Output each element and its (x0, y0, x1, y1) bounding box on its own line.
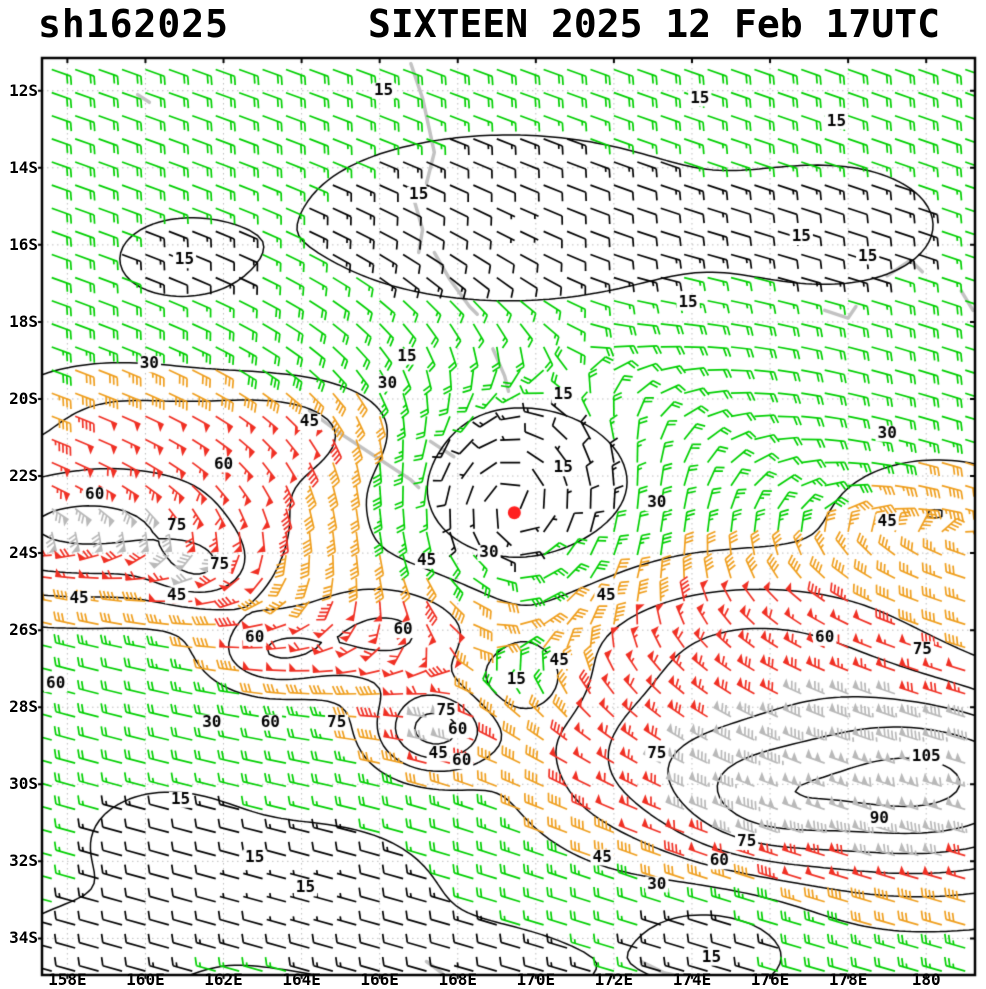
storm-id-label: sh162025 (38, 2, 230, 46)
x-tick-label: 174E (672, 970, 712, 989)
y-tick-label: 16S (9, 234, 38, 254)
y-tick-label: 34S (9, 928, 38, 948)
chart-title: SIXTEEN 2025 12 Feb 17UTC (368, 2, 940, 46)
x-tick-label: 166E (360, 970, 399, 989)
x-tick-label: 164E (282, 970, 321, 989)
y-tick-label: 20S (9, 388, 38, 408)
x-tick-label: 172E (594, 970, 634, 989)
title-bar: sh162025 SIXTEEN 2025 12 Feb 17UTC (0, 0, 986, 54)
x-tick-label: 180 (911, 970, 941, 989)
x-tick-label: 168E (438, 970, 478, 989)
x-tick-label: 158E (48, 970, 87, 989)
y-tick-label: 14S (9, 157, 38, 177)
x-tick-label: 170E (516, 970, 556, 989)
y-tick-label: 30S (9, 774, 38, 794)
x-tick-label: 162E (204, 970, 243, 989)
x-tick-label: 160E (126, 970, 165, 989)
y-tick-label: 26S (9, 620, 38, 640)
y-tick-label: 18S (9, 311, 38, 331)
x-tick-label: 178E (828, 970, 868, 989)
y-tick-label: 32S (9, 851, 38, 871)
y-tick-label: 28S (9, 697, 38, 717)
y-tick-label: 24S (9, 543, 38, 563)
y-tick-label: 12S (9, 80, 38, 100)
y-tick-label: 22S (9, 466, 38, 486)
x-tick-label: 176E (750, 970, 790, 989)
